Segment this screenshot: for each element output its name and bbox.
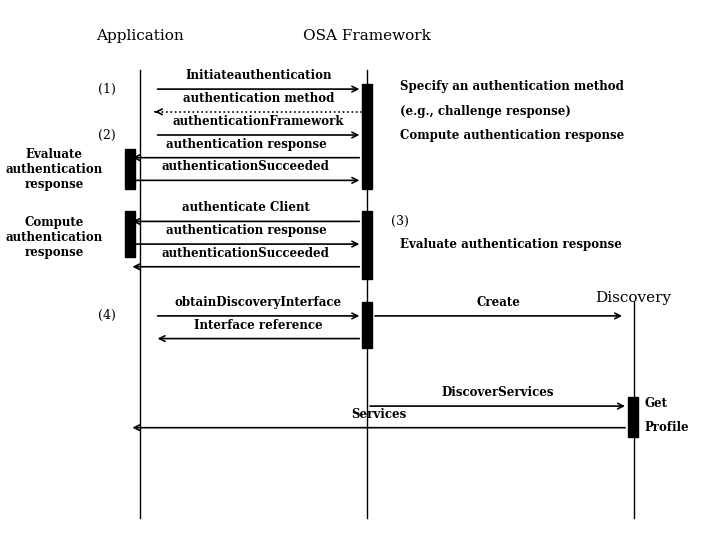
Text: OSA Framework: OSA Framework	[303, 29, 431, 43]
Text: obtainDiscoveryInterface: obtainDiscoveryInterface	[175, 296, 342, 309]
Text: Services: Services	[351, 408, 406, 421]
Text: (1): (1)	[98, 83, 115, 96]
Text: Discovery: Discovery	[595, 291, 672, 305]
Text: Get: Get	[644, 397, 667, 410]
Bar	[362, 84, 372, 189]
Text: DiscoverServices: DiscoverServices	[441, 386, 554, 399]
Text: authenticationSucceeded: authenticationSucceeded	[162, 247, 330, 260]
Bar	[362, 302, 372, 348]
Text: Interface reference: Interface reference	[194, 319, 323, 332]
Bar	[125, 148, 135, 189]
Text: Create: Create	[477, 296, 521, 309]
Text: authentication method: authentication method	[183, 92, 334, 105]
Text: Application: Application	[96, 29, 184, 43]
Text: (4): (4)	[98, 309, 115, 322]
Text: authenticationFramework: authenticationFramework	[173, 115, 344, 128]
Text: (2): (2)	[98, 129, 115, 141]
Bar	[125, 211, 135, 256]
Text: (e.g., challenge response): (e.g., challenge response)	[400, 105, 570, 118]
Text: Evaluate
authentication
response: Evaluate authentication response	[5, 147, 103, 191]
Text: Compute authentication response: Compute authentication response	[400, 129, 624, 141]
Text: authenticationSucceeded: authenticationSucceeded	[162, 160, 330, 173]
Text: authenticate Client: authenticate Client	[182, 201, 310, 214]
Bar	[362, 211, 372, 279]
Text: Compute
authentication
response: Compute authentication response	[5, 216, 103, 259]
Text: Initiateauthentication: Initiateauthentication	[185, 69, 332, 82]
Text: (3): (3)	[391, 215, 408, 228]
Text: authentication response: authentication response	[166, 138, 326, 151]
Text: Evaluate authentication response: Evaluate authentication response	[400, 238, 621, 251]
Text: authentication response: authentication response	[166, 224, 326, 237]
Text: Specify an authentication method: Specify an authentication method	[400, 80, 624, 93]
Text: Profile: Profile	[644, 421, 689, 434]
Bar	[628, 397, 638, 437]
